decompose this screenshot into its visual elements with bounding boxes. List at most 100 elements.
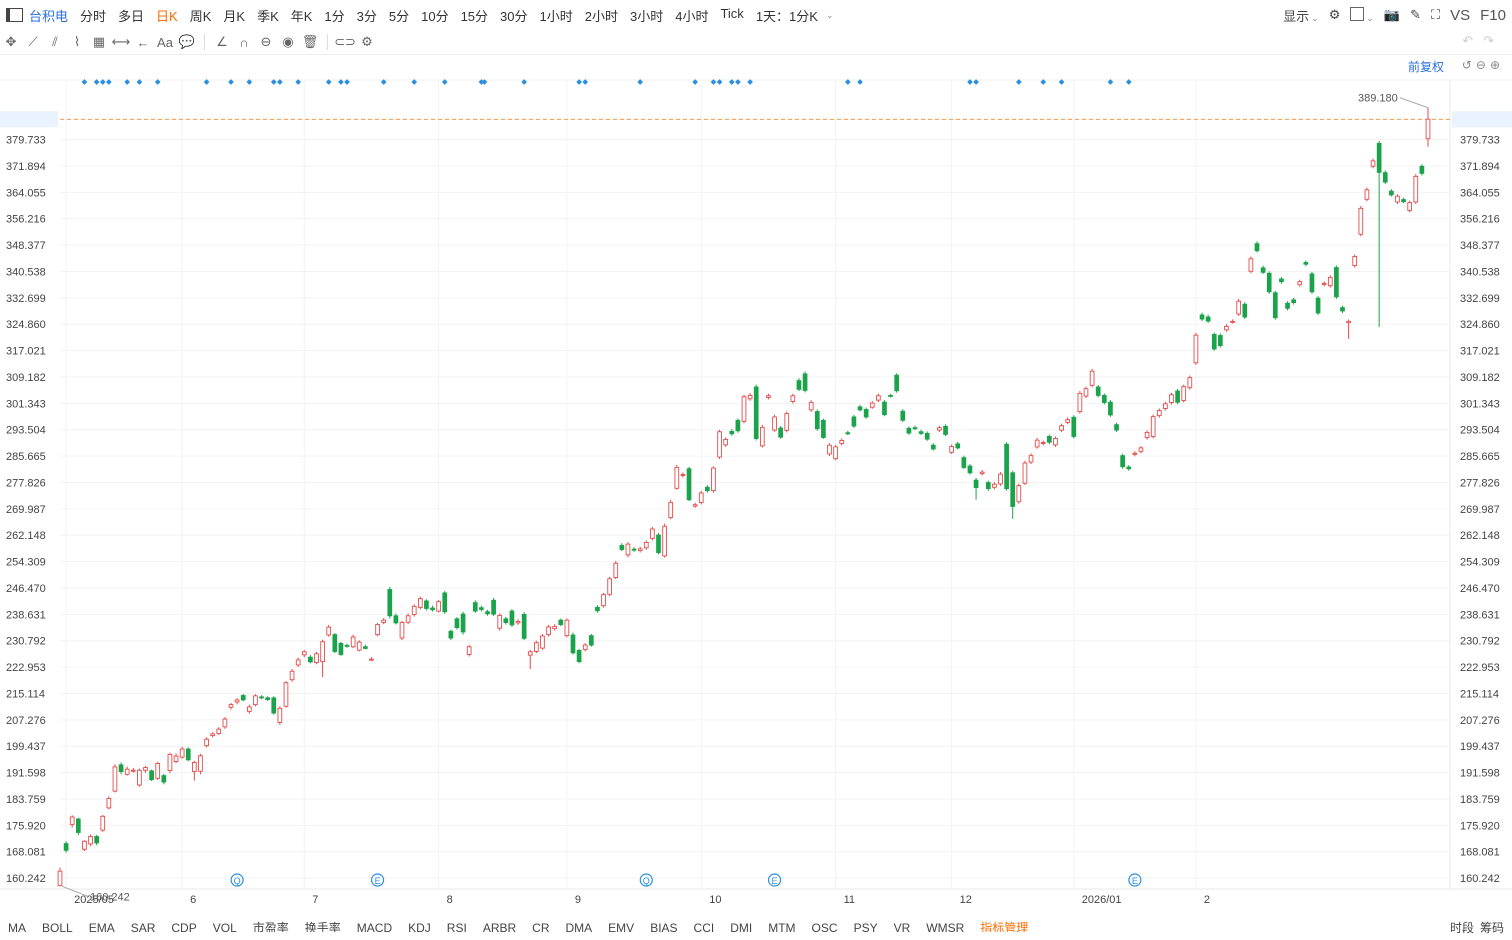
indicator-tab[interactable]: ARBR bbox=[482, 921, 517, 932]
candle-body bbox=[753, 386, 759, 439]
angle-tool-icon[interactable]: ∠ bbox=[216, 34, 228, 49]
indicator-tab[interactable]: EMV bbox=[608, 921, 635, 932]
zoom-controls[interactable]: ↺⊖⊕ bbox=[1461, 58, 1504, 72]
ticker-name[interactable]: 台积电 bbox=[29, 8, 69, 24]
indicator-tab[interactable]: BIAS bbox=[650, 921, 678, 932]
indicator-tab[interactable]: VOL bbox=[212, 921, 237, 932]
candle-body bbox=[637, 548, 643, 551]
indicator-tab[interactable]: OSC bbox=[811, 921, 838, 932]
candle-body bbox=[1047, 436, 1052, 443]
candle-body bbox=[558, 619, 564, 625]
timeframe-tab[interactable]: 月K bbox=[223, 8, 246, 24]
timeframe-tab[interactable]: 4小时 bbox=[675, 8, 709, 24]
timeframe-tab[interactable]: 日K bbox=[156, 8, 178, 24]
event-dot bbox=[710, 79, 717, 85]
y-tick-label-left: 207.276 bbox=[6, 715, 46, 727]
comment-icon[interactable]: 💬 bbox=[178, 34, 196, 49]
candle-body bbox=[692, 504, 698, 507]
indicator-tab[interactable]: MTM bbox=[768, 921, 796, 932]
camera-icon[interactable]: 📷 bbox=[1383, 7, 1401, 22]
adjust-button[interactable]: 前复权 bbox=[1407, 60, 1444, 74]
y-tick-label-right: 332.699 bbox=[1460, 293, 1500, 305]
timeframe-tab[interactable]: 年K bbox=[290, 8, 313, 24]
timeframe-tab[interactable]: 3小时 bbox=[629, 8, 664, 24]
candle-body bbox=[680, 474, 686, 476]
fib-tool-icon[interactable]: ▦ bbox=[92, 34, 106, 49]
pen-icon[interactable]: ✎ bbox=[1410, 7, 1422, 22]
chevron-down-icon[interactable]: ⌄ bbox=[825, 9, 834, 20]
indicator-tab[interactable]: KDJ bbox=[408, 921, 431, 932]
candle-body bbox=[69, 816, 75, 825]
move-icon[interactable]: ✥ bbox=[5, 34, 17, 49]
timeframe-tab[interactable]: 30分 bbox=[500, 8, 528, 24]
indicator-tab[interactable]: CDP bbox=[171, 921, 197, 932]
timeframe-tab[interactable]: 多日 bbox=[118, 8, 145, 24]
undo-redo[interactable]: ↶↷ bbox=[1462, 33, 1504, 48]
wave-tool-icon[interactable]: ⌇ bbox=[73, 34, 81, 49]
indicator-tab[interactable]: 市盈率 bbox=[252, 921, 289, 932]
x-tick-label: 2025/05 bbox=[74, 894, 114, 906]
event-marker-label: Q bbox=[643, 876, 650, 886]
candle-body bbox=[1101, 394, 1107, 403]
indicator-tab[interactable]: EMA bbox=[88, 921, 115, 932]
sidebar-toggle-icon[interactable] bbox=[6, 8, 23, 22]
indicator-tab[interactable]: MA bbox=[8, 921, 26, 932]
indicator-tab[interactable]: SAR bbox=[130, 921, 156, 932]
indicator-tab[interactable]: 换手率 bbox=[304, 921, 341, 932]
gear-icon[interactable]: ⚙ bbox=[1328, 7, 1341, 22]
candle-body bbox=[1138, 447, 1144, 452]
indicator-tab[interactable]: RSI bbox=[446, 921, 467, 932]
vs-button[interactable]: VS bbox=[1450, 6, 1471, 24]
indicator-tab[interactable]: WMSR bbox=[926, 921, 965, 932]
timeframe-tab[interactable]: 5分 bbox=[388, 8, 410, 24]
link-icon[interactable]: ⊂⊃ bbox=[334, 34, 356, 49]
f10-button[interactable]: F10 bbox=[1480, 6, 1506, 24]
timeframe-tab[interactable]: 1分 bbox=[324, 8, 345, 24]
channel-tool-icon[interactable]: ⫽ bbox=[52, 34, 58, 49]
layout-icon[interactable]: ⌄ bbox=[1350, 6, 1374, 24]
timeframe-tab[interactable]: 15分 bbox=[460, 8, 489, 24]
measure-tool-icon[interactable]: ⟷ bbox=[111, 34, 131, 49]
indicator-tab[interactable]: CCI bbox=[693, 921, 715, 932]
indicator-right-tab[interactable]: 筹码 bbox=[1479, 921, 1504, 935]
y-tick-label-right: 301.343 bbox=[1460, 398, 1500, 410]
trash-icon[interactable]: 🗑 bbox=[301, 34, 319, 49]
indicator-tab[interactable]: DMA bbox=[565, 921, 593, 932]
indicator-manage-button[interactable]: 指标管理 bbox=[980, 921, 1029, 932]
timeframe-tab[interactable]: 1小时 bbox=[539, 8, 573, 24]
candle-body bbox=[857, 406, 863, 411]
timeframe-tab[interactable]: 分时 bbox=[80, 8, 107, 24]
indicator-tab[interactable]: DMI bbox=[730, 921, 753, 932]
candle-body bbox=[350, 636, 356, 648]
arrow-tool-icon[interactable]: ← bbox=[136, 34, 150, 50]
event-marker-label: E bbox=[1132, 876, 1138, 886]
timeframe-tab[interactable]: 周K bbox=[189, 8, 212, 24]
event-dot bbox=[81, 79, 88, 85]
timeframe-tab[interactable]: 1天：1分K bbox=[755, 8, 818, 24]
indicator-tab[interactable]: PSY bbox=[853, 921, 878, 932]
fullscreen-icon[interactable]: ⛶ bbox=[1431, 7, 1441, 22]
y-tick-label-right: 238.631 bbox=[1460, 609, 1500, 621]
indicator-right-tab[interactable]: 时段 bbox=[1449, 921, 1474, 935]
timeframe-tab[interactable]: 2小时 bbox=[584, 8, 618, 24]
candlestick-chart[interactable]: 385.750385.750379.733379.733371.894371.8… bbox=[0, 54, 1512, 916]
magnet-icon[interactable]: ∩ bbox=[239, 34, 249, 50]
candle-body bbox=[546, 626, 551, 636]
indicator-tab[interactable]: BOLL bbox=[42, 921, 73, 932]
timeframe-tab[interactable]: 3分 bbox=[356, 8, 377, 24]
timeframe-tab[interactable]: Tick bbox=[720, 5, 744, 21]
line-tool-icon[interactable]: ⟋ bbox=[28, 34, 38, 49]
timeframe-tab[interactable]: 季K bbox=[257, 8, 279, 24]
indicator-tab[interactable]: CR bbox=[532, 921, 550, 932]
text-tool-icon[interactable]: Aa bbox=[157, 34, 173, 50]
indicator-tab[interactable]: VR bbox=[893, 921, 911, 932]
candle-body bbox=[1144, 431, 1150, 438]
indicator-tab[interactable]: MACD bbox=[356, 921, 393, 932]
lock-icon[interactable]: ⊖ bbox=[260, 34, 272, 49]
toolbar-settings-icon[interactable]: ⚙ bbox=[361, 34, 373, 49]
timeframe-tab[interactable]: 10分 bbox=[421, 8, 449, 24]
candle-body bbox=[460, 613, 466, 633]
candle-body bbox=[643, 541, 649, 549]
display-menu[interactable]: 显示 ⌄ bbox=[1283, 8, 1319, 24]
eye-icon[interactable]: ◉ bbox=[282, 34, 294, 49]
